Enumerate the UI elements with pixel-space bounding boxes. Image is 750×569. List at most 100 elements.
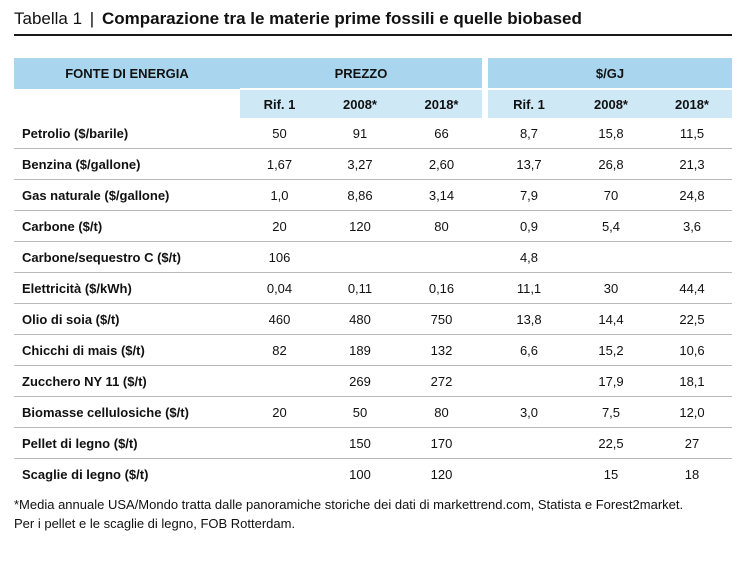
price-cell: 0,16 <box>401 272 482 304</box>
gj-cell: 12,0 <box>652 396 733 428</box>
price-cell: 3,27 <box>319 148 401 180</box>
price-cell: 8,86 <box>319 179 401 211</box>
gj-cell: 15,8 <box>570 118 652 149</box>
table-row: Carbone/sequestro C ($/t) 106 4,8 <box>14 241 733 273</box>
subheader-blank <box>14 89 240 118</box>
row-label: Pellet di legno ($/t) <box>14 427 240 459</box>
row-gap <box>482 365 488 397</box>
table-row: Pellet di legno ($/t) 150 170 22,5 27 <box>14 427 733 459</box>
gj-cell: 6,6 <box>488 334 570 366</box>
header-group-gj: $/GJ <box>488 58 733 90</box>
price-cell: 100 <box>349 466 371 482</box>
row-gap <box>482 303 488 335</box>
price-cell: 82 <box>240 334 319 366</box>
row-label: Zucchero NY 11 ($/t) <box>14 365 240 397</box>
gj-cell: 21,3 <box>652 148 733 180</box>
row-gap <box>482 396 488 428</box>
table-row: Petrolio ($/barile) 50 91 66 8,7 15,8 11,5 <box>14 118 733 149</box>
gj-cell: 14,4 <box>570 303 652 335</box>
price-cell <box>401 241 482 273</box>
price-cell: 132 <box>401 334 482 366</box>
row-gap <box>482 272 488 304</box>
gj-cell <box>488 365 570 397</box>
row-label: Gas naturale ($/gallone) <box>14 179 240 211</box>
footnote-line: *Media annuale USA/Mondo tratta dalle pa… <box>14 497 684 512</box>
gj-cell: 3,6 <box>652 210 733 242</box>
gj-cell: 7,9 <box>488 179 570 211</box>
gj-cell: 13,7 <box>488 148 570 180</box>
gj-cell <box>570 241 652 273</box>
table-row: Scaglie di legno ($/t) 100 120 15 18 <box>14 459 732 490</box>
price-cell: 189 <box>319 334 401 366</box>
comparison-table: FONTE DI ENERGIA PREZZO $/GJ Rif. 1 2008… <box>14 58 733 490</box>
gj-cell: 26,8 <box>570 148 652 180</box>
table-row: Gas naturale ($/gallone) 1,0 8,86 3,14 7,9 70… <box>14 179 733 211</box>
row-label: Petrolio ($/barile) <box>14 118 240 149</box>
header-gap <box>482 58 488 89</box>
subheader-cell: 2018* <box>401 89 482 118</box>
price-cell: 50 <box>319 396 401 428</box>
price-cell: 20 <box>240 396 319 428</box>
gj-cell: 30 <box>570 272 652 304</box>
price-cell: 272 <box>401 365 482 397</box>
gj-cell: 4,8 <box>488 241 570 273</box>
subheader-cell: 2018* <box>652 89 733 118</box>
gj-cell: 11,1 <box>488 272 570 304</box>
row-label: Carbone ($/t) <box>14 210 240 242</box>
price-cell: 750 <box>401 303 482 335</box>
price-cell: 80 <box>401 210 482 242</box>
footnote: *Media annuale USA/Mondo tratta dalle pa… <box>14 495 744 533</box>
gj-cell: 8,7 <box>488 118 570 149</box>
price-cell <box>240 365 319 397</box>
table-row: Elettricità ($/kWh) 0,04 0,11 0,16 11,1 30 44,… <box>14 272 733 304</box>
price-cell: 106 <box>240 241 319 273</box>
gj-cell: 18 <box>684 466 700 482</box>
price-cell: 170 <box>401 427 482 459</box>
table-row: Chicchi di mais ($/t) 82 189 132 6,6 15,2 10,6 <box>14 334 733 366</box>
row-gap <box>482 148 488 180</box>
gj-cell <box>652 241 733 273</box>
price-cell: 50 <box>240 118 319 149</box>
price-cell: 80 <box>401 396 482 428</box>
price-cell <box>240 427 319 459</box>
gj-cell: 3,0 <box>488 396 570 428</box>
row-label: Scaglie di legno ($/t) <box>22 466 149 482</box>
gj-cell: 11,5 <box>652 118 733 149</box>
subheader-cell: 2008* <box>319 89 401 118</box>
row-gap <box>482 241 488 273</box>
row-label: Olio di soia ($/t) <box>14 303 240 335</box>
price-cell: 66 <box>401 118 482 149</box>
row-label: Benzina ($/gallone) <box>14 148 240 180</box>
table-row: Zucchero NY 11 ($/t) 269 272 17,9 18,1 <box>14 365 733 397</box>
price-cell: 20 <box>240 210 319 242</box>
price-cell: 460 <box>240 303 319 335</box>
subheader-gap <box>482 89 488 118</box>
row-gap <box>482 179 488 211</box>
title-rule <box>14 34 732 36</box>
title-text: Comparazione tra le materie prime fossil… <box>101 9 582 28</box>
subheader-cell: Rif. 1 <box>240 89 319 118</box>
gj-cell <box>488 427 570 459</box>
price-cell: 3,14 <box>401 179 482 211</box>
header-group-prezzo: PREZZO <box>240 58 482 90</box>
gj-cell: 24,8 <box>652 179 733 211</box>
gj-cell: 27 <box>652 427 733 459</box>
price-cell: 1,67 <box>240 148 319 180</box>
table-row: Olio di soia ($/t) 460 480 750 13,8 14,4 22,5 <box>14 303 733 335</box>
price-cell: 0,04 <box>240 272 319 304</box>
gj-cell: 0,9 <box>488 210 570 242</box>
gj-cell <box>488 459 570 490</box>
row-label: Biomasse cellulosiche ($/t) <box>14 396 240 428</box>
gj-cell: 22,5 <box>652 303 733 335</box>
row-gap <box>482 210 488 242</box>
price-cell: 1,0 <box>240 179 319 211</box>
row-gap <box>482 118 488 149</box>
subheader-cell: Rif. 1 <box>488 89 570 118</box>
table-title: Tabella 1 | Comparazione tra le materie … <box>14 8 582 30</box>
subheader-cell: 2008* <box>570 89 652 118</box>
price-cell: 120 <box>319 210 401 242</box>
table-row: Benzina ($/gallone) 1,67 3,27 2,60 13,7 26,8 2… <box>14 148 733 180</box>
price-cell: 91 <box>319 118 401 149</box>
price-cell: 150 <box>319 427 401 459</box>
price-cell <box>319 241 401 273</box>
